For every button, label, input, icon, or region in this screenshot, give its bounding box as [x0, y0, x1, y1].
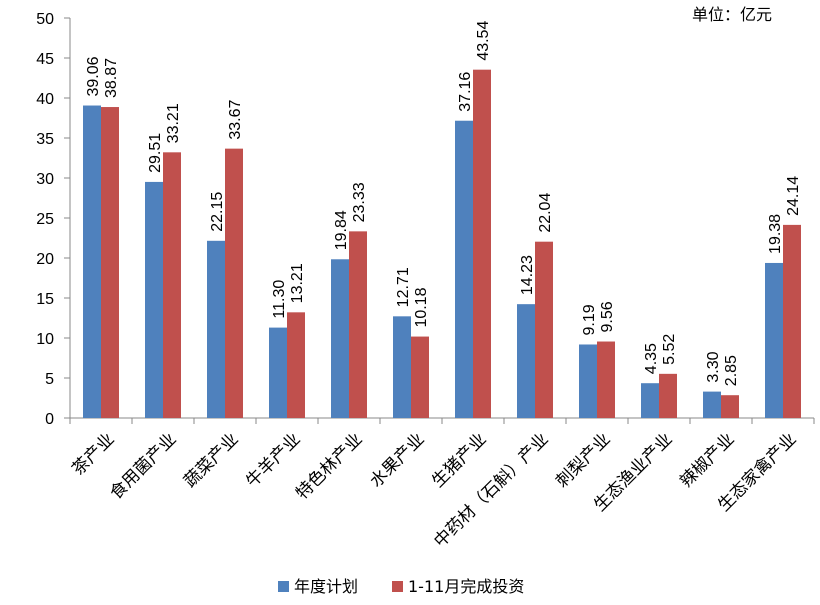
bar-actual — [287, 312, 305, 418]
y-tick-label: 15 — [36, 291, 54, 308]
legend-swatch — [392, 581, 403, 592]
x-category-label: 食用菌产业 — [106, 429, 180, 503]
bar-plan — [765, 262, 783, 418]
bar-actual — [101, 107, 119, 418]
x-category-label: 水果产业 — [366, 429, 428, 491]
bar-plan — [517, 304, 535, 418]
data-label: 3.30 — [705, 351, 722, 382]
bar-actual — [721, 395, 739, 418]
y-tick-label: 10 — [36, 331, 54, 348]
bar-plan — [579, 344, 597, 418]
y-tick-label: 50 — [36, 11, 54, 28]
data-label: 19.84 — [333, 210, 350, 250]
y-tick-label: 5 — [45, 371, 54, 388]
data-label: 33.21 — [165, 103, 182, 143]
data-label: 33.67 — [227, 99, 244, 139]
y-axis: 0 5 10 15 20 25 30 35 40 45 50 — [36, 11, 71, 428]
data-label: 39.06 — [85, 56, 102, 96]
bar-plan — [393, 316, 411, 418]
x-category-label: 生猪产业 — [428, 429, 490, 491]
data-label: 38.87 — [103, 58, 120, 98]
data-label: 29.51 — [147, 133, 164, 173]
x-category-label: 茶产业 — [68, 429, 118, 479]
y-tick-label: 40 — [36, 91, 54, 108]
data-label: 22.15 — [209, 192, 226, 232]
data-label: 10.18 — [413, 287, 430, 327]
bar-actual — [349, 231, 367, 418]
data-label: 5.52 — [661, 334, 678, 365]
x-category-label: 刺梨产业 — [552, 429, 614, 491]
x-category-label: 中药材（石斛）产业 — [430, 429, 552, 551]
bar-plan — [455, 120, 473, 418]
data-label: 43.54 — [475, 21, 492, 61]
data-label: 19.38 — [767, 214, 784, 254]
data-label: 12.71 — [395, 267, 412, 307]
data-label: 4.35 — [643, 343, 660, 374]
legend-swatch — [278, 581, 289, 592]
data-label: 24.14 — [785, 176, 802, 216]
bar-actual — [163, 152, 181, 418]
unit-note: 单位：亿元 — [692, 5, 772, 24]
data-label: 9.19 — [581, 304, 598, 335]
data-label: 11.30 — [271, 280, 288, 319]
bar-actual — [659, 373, 677, 418]
y-tick-label: 30 — [36, 171, 54, 188]
data-label: 2.85 — [723, 355, 740, 386]
y-tick-label: 35 — [36, 131, 54, 148]
bar-actual — [473, 69, 491, 419]
data-label: 13.21 — [289, 263, 306, 303]
x-category-label: 辣椒产业 — [676, 429, 738, 491]
bars — [83, 69, 801, 419]
y-tick-label: 25 — [36, 211, 54, 228]
y-tick-label: 20 — [36, 251, 54, 268]
data-label: 22.04 — [537, 193, 554, 233]
data-label: 9.56 — [599, 301, 616, 332]
data-label: 14.23 — [519, 255, 536, 295]
bar-plan — [641, 383, 659, 418]
x-category-label: 牛羊产业 — [242, 429, 304, 491]
data-label: 37.16 — [457, 72, 474, 112]
data-label: 23.33 — [351, 182, 368, 222]
y-tick-label: 0 — [45, 411, 54, 428]
bar-actual — [535, 241, 553, 418]
bar-plan — [331, 259, 349, 418]
bar-actual — [597, 341, 615, 418]
bar-actual — [225, 148, 243, 418]
legend: 年度计划 1-11月完成投资 — [278, 577, 524, 596]
bar-plan — [269, 327, 287, 418]
bar-actual — [783, 224, 801, 418]
x-category-label: 特色林产业 — [292, 429, 366, 503]
bar-plan — [207, 240, 225, 418]
bar-plan — [145, 181, 163, 418]
legend-label: 1-11月完成投资 — [408, 577, 524, 596]
y-tick-label: 45 — [36, 51, 54, 68]
legend-label: 年度计划 — [294, 577, 358, 596]
x-category-label: 蔬菜产业 — [180, 429, 242, 491]
data-labels: 39.06 29.51 22.15 11.30 19.84 12.71 37.16 14.23… — [85, 21, 802, 387]
bar-plan — [83, 105, 101, 419]
bar-plan — [703, 391, 721, 418]
bar-actual — [411, 336, 429, 418]
